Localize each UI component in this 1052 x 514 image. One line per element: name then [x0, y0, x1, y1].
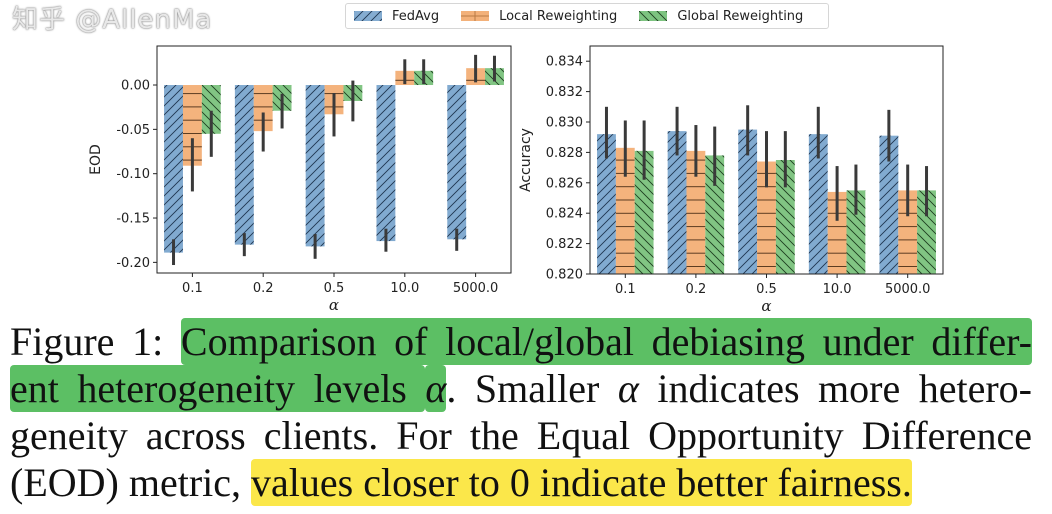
bar-hatch — [164, 85, 183, 253]
y-tick-label: 0.820 — [546, 268, 583, 283]
legend-swatch-global — [639, 11, 668, 21]
caption-line: Figure 1: Comparison of local/global deb… — [10, 318, 1032, 365]
bar-hatch — [879, 135, 899, 274]
y-tick-label: -0.10 — [116, 167, 150, 182]
y-tick-label: 0.826 — [546, 176, 583, 191]
x-tick-label: 5000.0 — [453, 281, 499, 296]
caption-line: (EOD) metric, values closer to 0 indicat… — [10, 459, 1032, 506]
legend-item-local-reweighting: Local Reweighting — [461, 9, 617, 24]
y-tick-label: 0.832 — [546, 85, 583, 100]
bar-hatch — [201, 85, 221, 134]
highlighted-text: Comparison of local/global debiasing und… — [180, 318, 1032, 365]
highlighted-text: ent heterogeneity levels — [10, 365, 426, 412]
figure-charts: 0.00 -0.05 -0.10 -0.15 -0.20 0.1 0.2 0.5 10.0 500… — [88, 45, 944, 315]
legend-label: FedAvg — [392, 8, 440, 24]
y-tick-label: 0.834 — [546, 55, 583, 70]
x-tick-label: 0.2 — [686, 282, 707, 297]
bar-hatch — [182, 85, 202, 166]
x-tick-label: 0.5 — [756, 282, 777, 297]
bar-hatch — [808, 134, 828, 274]
bar-hatch — [634, 150, 654, 274]
bar-hatch — [775, 160, 795, 274]
x-axis-label: α — [761, 297, 771, 315]
x-tick-label: 10.0 — [390, 281, 419, 296]
y-tick-label: -0.15 — [116, 212, 150, 227]
bar-hatch — [846, 190, 866, 274]
x-tick-label: 0.1 — [182, 281, 203, 296]
x-tick-label: 0.2 — [253, 281, 274, 296]
legend-swatch-local — [461, 11, 490, 21]
legend: FedAvg Local Reweighting Global Reweight… — [345, 3, 829, 29]
bar-hatch — [234, 85, 254, 245]
caption-text: Figure 1: — [10, 319, 181, 364]
caption-line: ent heterogeneity levels α. Smaller α in… — [10, 365, 1032, 412]
watermark: 知乎 @AllenMa — [12, 5, 213, 35]
bar-hatch — [376, 85, 396, 242]
bar-hatch — [827, 191, 847, 274]
bar-hatch — [705, 155, 725, 274]
x-tick-label: 10.0 — [823, 282, 852, 297]
bar-hatch — [757, 161, 776, 274]
bar-hatch — [253, 85, 273, 132]
y-tick-label: -0.05 — [116, 123, 150, 138]
y-tick-label: 0.828 — [546, 146, 583, 161]
highlighted-text: α — [425, 365, 447, 412]
highlighted-text: values closer to 0 indicate better fairn… — [251, 459, 912, 506]
x-tick-label: 5000.0 — [885, 282, 931, 297]
caption-text: . Smaller — [446, 366, 618, 411]
x-tick-label: 0.5 — [324, 281, 345, 296]
legend-item-global-reweighting: Global Reweighting — [639, 9, 803, 24]
y-tick-label: 0.824 — [546, 207, 583, 222]
figure-caption: Figure 1: Comparison of local/global deb… — [10, 318, 1032, 506]
caption-text: geneity across clients. For the Equal Op… — [10, 413, 1032, 458]
y-axis-label: EOD — [88, 144, 104, 175]
legend-swatch-fedavg — [354, 11, 382, 21]
bar-hatch — [597, 134, 616, 274]
x-tick-label: 0.1 — [615, 282, 636, 297]
caption-line: geneity across clients. For the Equal Op… — [10, 412, 1032, 459]
eod-chart: 0.00 -0.05 -0.10 -0.15 -0.20 0.1 0.2 0.5 10.0 500… — [88, 45, 512, 314]
y-axis-label: Accuracy — [518, 128, 534, 192]
legend-label: Local Reweighting — [499, 8, 618, 24]
bar-hatch — [615, 147, 635, 274]
bar-hatch — [686, 150, 706, 274]
y-tick-label: 0.822 — [546, 237, 583, 252]
legend-item-fedavg: FedAvg — [354, 9, 439, 24]
y-tick-label: 0.00 — [121, 79, 150, 94]
caption-text: α — [617, 366, 639, 411]
x-axis-label: α — [329, 296, 339, 314]
y-tick-label: -0.20 — [116, 256, 150, 271]
legend-label: Global Reweighting — [677, 8, 804, 24]
bar-hatch — [305, 85, 325, 247]
bar-hatch — [447, 85, 467, 240]
accuracy-chart: 0.820 0.822 0.824 0.826 0.828 0.830 0.832 0.834… — [518, 45, 944, 315]
bar-hatch — [738, 129, 758, 274]
bar-hatch — [917, 190, 936, 274]
bar-hatch — [667, 131, 687, 274]
caption-text: (EOD) metric, — [10, 460, 252, 505]
caption-text: indicates more hetero- — [638, 366, 1033, 411]
bar-hatch — [898, 190, 918, 274]
y-tick-label: 0.830 — [546, 116, 583, 131]
